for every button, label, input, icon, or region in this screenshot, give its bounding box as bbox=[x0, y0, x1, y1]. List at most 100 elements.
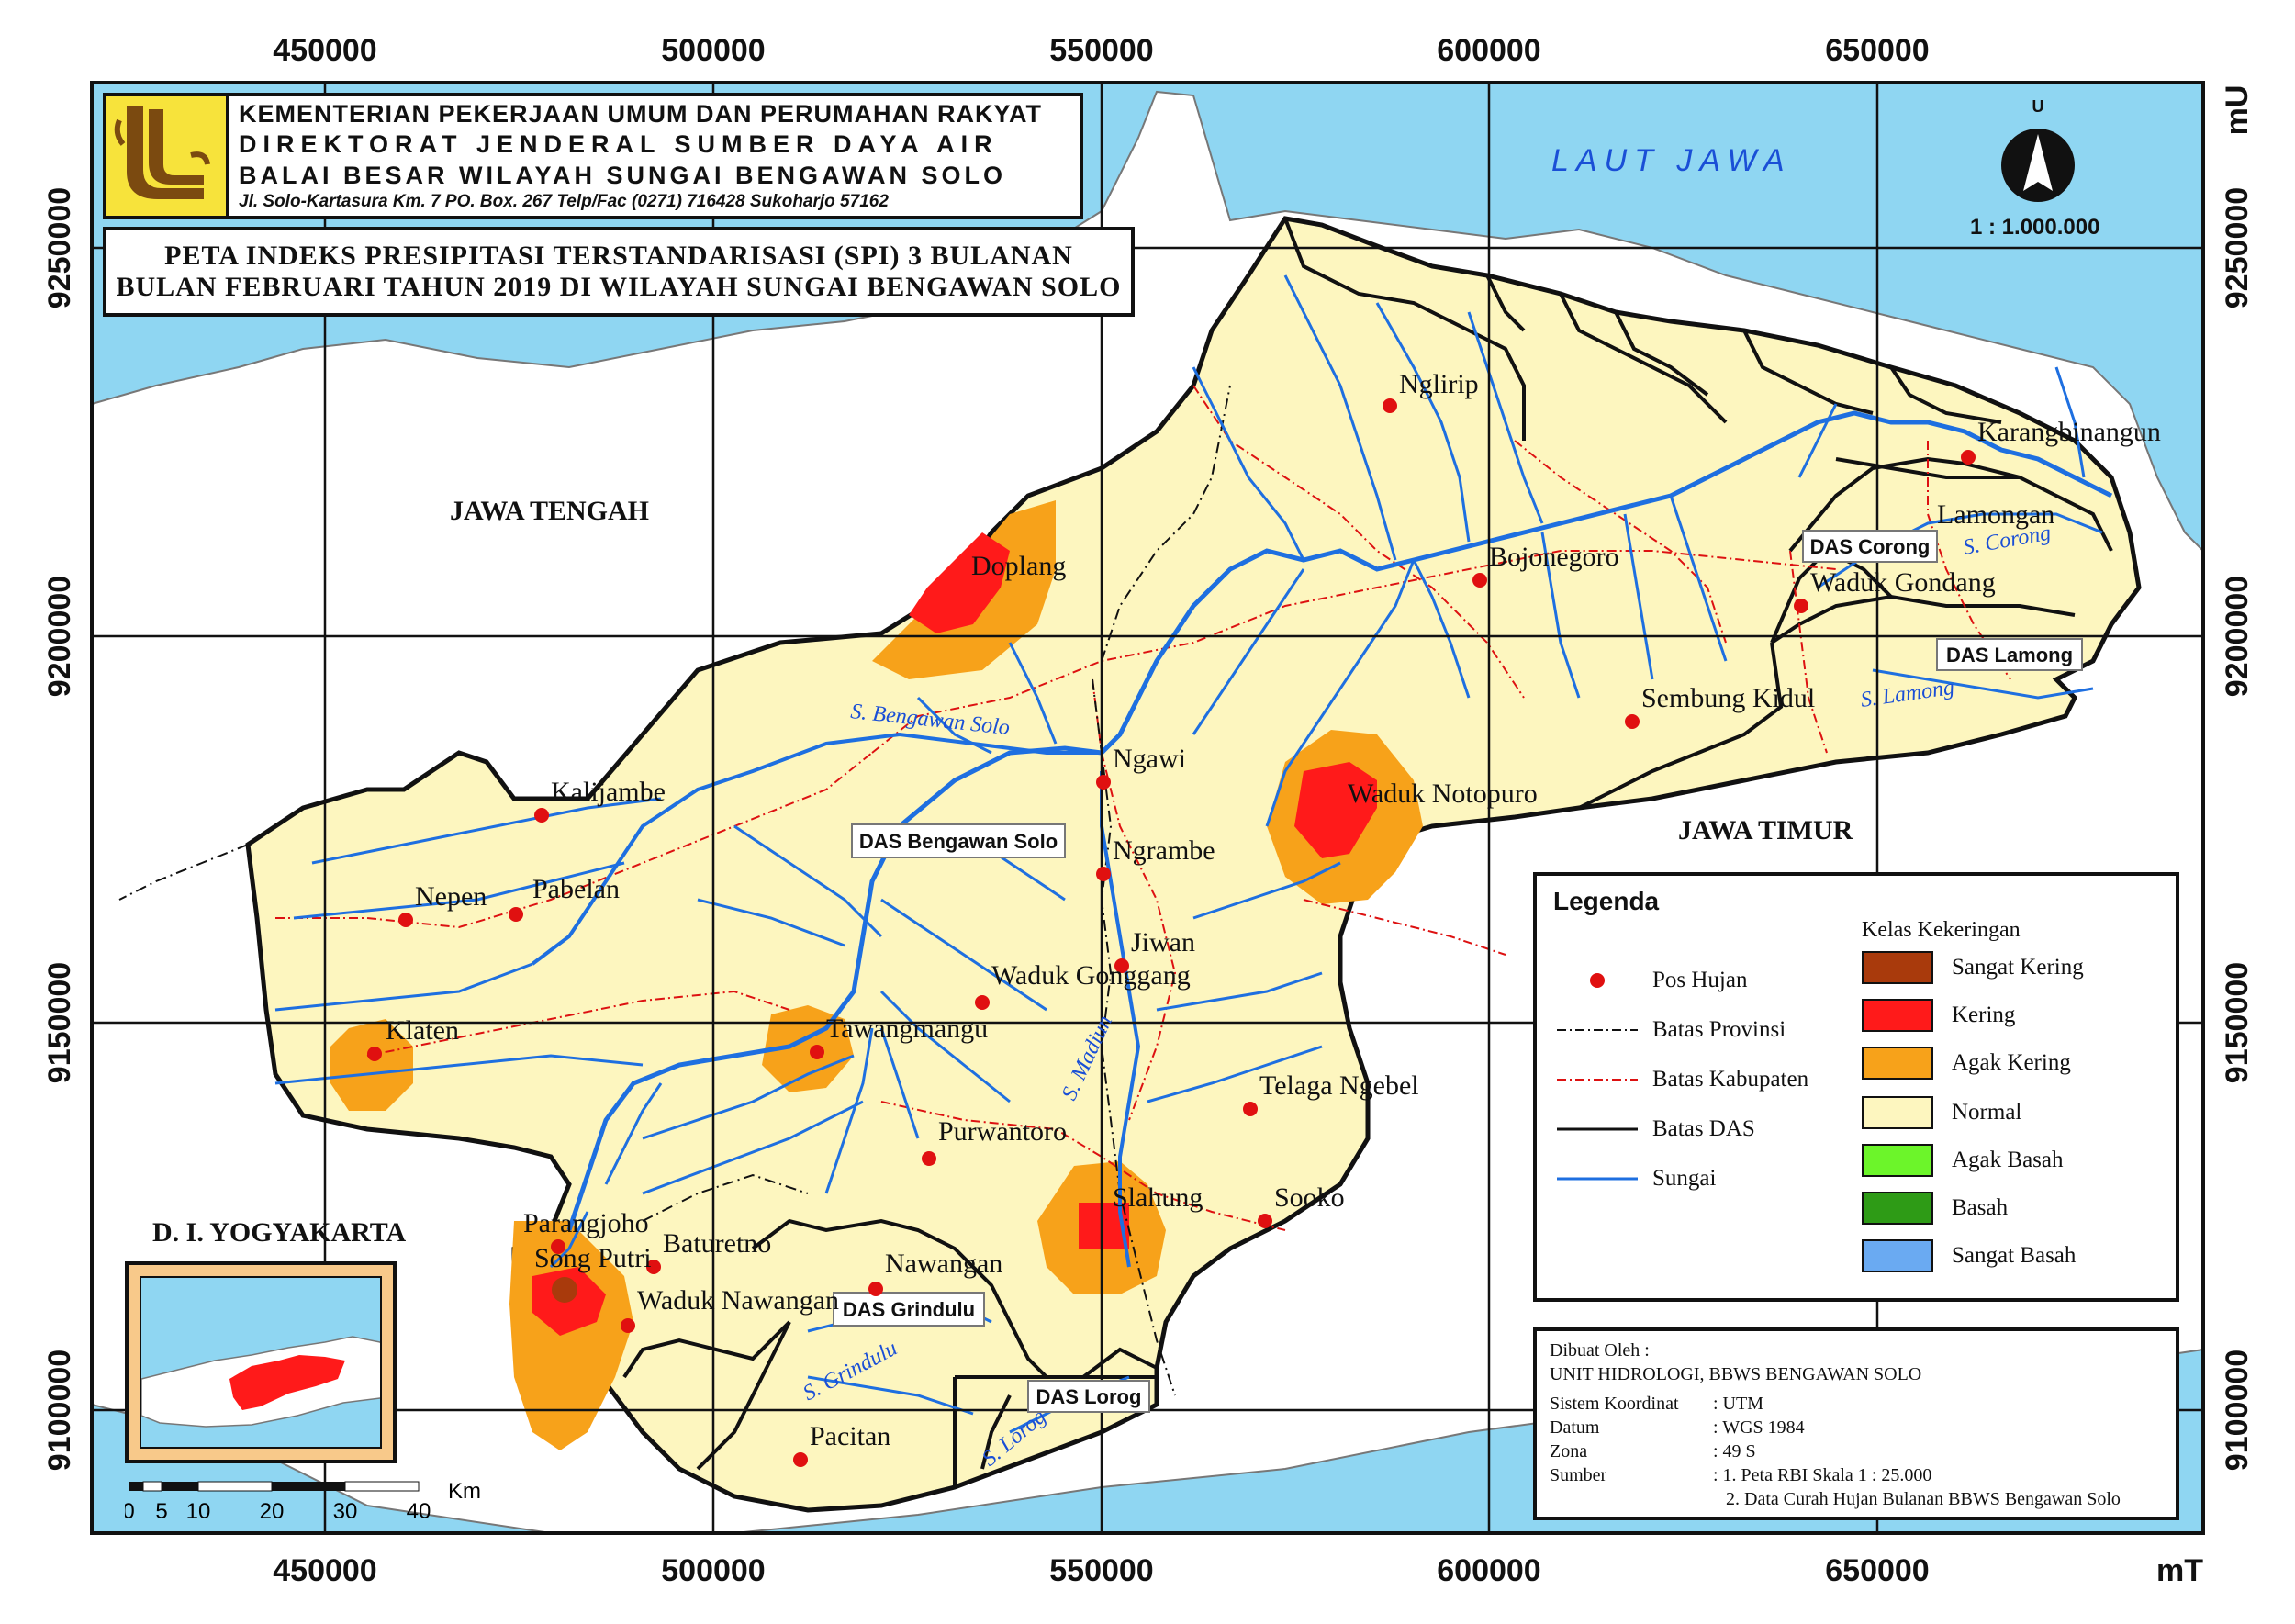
station-dot[interactable] bbox=[922, 1151, 936, 1166]
station-dot[interactable] bbox=[367, 1047, 382, 1061]
sangat-kering-area bbox=[552, 1277, 577, 1303]
station-label: Sembung Kidul bbox=[1641, 683, 1815, 713]
legend-item-rain-station: Pos Hujan bbox=[1553, 968, 1747, 993]
station-label: Doplang bbox=[971, 551, 1066, 581]
station-label: Lamongan bbox=[1937, 499, 2054, 530]
credits-row: Datum: WGS 1984 bbox=[1550, 1417, 1805, 1438]
y-label-left-3: 9150000 bbox=[42, 962, 77, 1083]
x-axis-unit: mT bbox=[2156, 1553, 2203, 1588]
scale-tick: 30 bbox=[333, 1499, 358, 1524]
rain-stations[interactable] bbox=[367, 398, 1976, 1467]
station-label: Nawangan bbox=[885, 1249, 1002, 1279]
station-label: Karangbinangun bbox=[1977, 417, 2161, 447]
map-title-line-2: BULAN FEBRUARI TAHUN 2019 DI WILAYAH SUN… bbox=[116, 272, 1122, 302]
region-diy: D. I. YOGYAKARTA bbox=[152, 1217, 407, 1248]
y-label-right-4: 9100000 bbox=[2220, 1350, 2255, 1471]
header-office: BALAI BESAR WILAYAH SUNGAI BENGAWAN SOLO bbox=[239, 161, 1007, 189]
swatch-sangat-basah bbox=[1862, 1239, 1933, 1272]
scale-unit: Km bbox=[448, 1479, 481, 1504]
grid-labels-left: 9250000 9200000 9150000 9100000 bbox=[42, 187, 77, 1471]
legend-class-kering: Kering bbox=[1862, 999, 2015, 1032]
legend-class-title: Kelas Kekeringan bbox=[1862, 918, 2021, 942]
station-label: Jiwan bbox=[1131, 927, 1195, 958]
station-label: Waduk Nawangan bbox=[637, 1285, 839, 1316]
y-label-left-1: 9250000 bbox=[42, 187, 77, 308]
map-credits: Dibuat Oleh : UNIT HIDROLOGI, BBWS BENGA… bbox=[1533, 1327, 2179, 1520]
x-label-top-1: 450000 bbox=[273, 33, 376, 68]
das-label-lamong: DAS Lamong bbox=[1936, 638, 2083, 671]
river-network bbox=[274, 274, 2113, 1434]
station-dot[interactable] bbox=[1114, 958, 1129, 973]
grid-labels-right: mU 9250000 9200000 9150000 9100000 bbox=[2220, 85, 2255, 1472]
das-label-grindulu: DAS Grindulu bbox=[833, 1292, 985, 1327]
scale-bar: 0 5 10 20 30 40 Km bbox=[122, 1478, 510, 1533]
station-dot[interactable] bbox=[551, 1239, 565, 1254]
basin-normal bbox=[245, 216, 2142, 1513]
legend-class-sangat-kering: Sangat Kering bbox=[1862, 951, 2084, 984]
legend-class-sangat-basah: Sangat Basah bbox=[1862, 1239, 2076, 1272]
map-title: PETA INDEKS PRESIPITASI TERSTANDARISASI … bbox=[103, 227, 1135, 317]
legend-item-province-boundary: Batas Provinsi bbox=[1553, 1017, 1786, 1043]
station-label: Kalijambe bbox=[551, 777, 666, 807]
kering-areas bbox=[532, 532, 1377, 1336]
station-dot[interactable] bbox=[1961, 450, 1976, 465]
scale-tick: 20 bbox=[260, 1499, 285, 1524]
station-dot[interactable] bbox=[1096, 867, 1111, 881]
region-jawa-timur: JAWA TIMUR bbox=[1678, 815, 1853, 846]
swatch-normal bbox=[1862, 1096, 1933, 1129]
x-label-bottom-3: 550000 bbox=[1049, 1553, 1153, 1588]
station-label: Klaten bbox=[386, 1015, 459, 1046]
das-label-lorog: DAS Lorog bbox=[1027, 1380, 1150, 1413]
station-label: Tawangmangu bbox=[826, 1014, 988, 1044]
station-label: Sooko bbox=[1274, 1182, 1345, 1213]
station-dot[interactable] bbox=[793, 1452, 808, 1467]
station-dot[interactable] bbox=[1794, 599, 1808, 613]
station-label: Waduk Gondang bbox=[1810, 567, 1996, 598]
station-label: Song Putri bbox=[534, 1243, 652, 1273]
swatch-sangat-kering bbox=[1862, 951, 1933, 984]
scale-tick: 10 bbox=[186, 1499, 211, 1524]
station-dot[interactable] bbox=[1472, 573, 1487, 588]
svg-text:DAS Grindulu: DAS Grindulu bbox=[843, 1298, 975, 1321]
station-dot[interactable] bbox=[1243, 1102, 1258, 1116]
x-label-top-4: 600000 bbox=[1437, 33, 1540, 68]
station-dot[interactable] bbox=[398, 913, 413, 927]
das-label-corong: DAS Corong bbox=[1802, 530, 1938, 563]
x-label-bottom-1: 450000 bbox=[273, 1553, 376, 1588]
station-dot[interactable] bbox=[810, 1045, 824, 1059]
header-ministry: KEMENTERIAN PEKERJAAN UMUM DAN PERUMAHAN… bbox=[239, 100, 1043, 128]
river-line-icon bbox=[1553, 1168, 1641, 1190]
y-label-right-3: 9150000 bbox=[2220, 962, 2255, 1083]
das-label-bengawan-solo: DAS Bengawan Solo bbox=[851, 823, 1066, 858]
x-label-bottom-4: 600000 bbox=[1437, 1553, 1540, 1588]
station-dot[interactable] bbox=[868, 1282, 883, 1296]
station-dot[interactable] bbox=[1383, 398, 1397, 413]
scale-tick: 0 bbox=[125, 1499, 135, 1524]
station-dot[interactable] bbox=[975, 995, 990, 1010]
grid-labels-top: 450000 500000 550000 600000 650000 bbox=[273, 33, 1929, 68]
north-letter: U bbox=[2032, 97, 2044, 116]
station-dot[interactable] bbox=[1096, 775, 1111, 790]
credits-row: Sumber: 1. Peta RBI Skala 1 : 25.000 bbox=[1550, 1465, 1932, 1485]
station-label: Waduk Notopuro bbox=[1348, 778, 1538, 809]
x-label-top-2: 500000 bbox=[661, 33, 765, 68]
header-address: Jl. Solo-Kartasura Km. 7 PO. Box. 267 Te… bbox=[239, 191, 889, 211]
station-dot[interactable] bbox=[646, 1260, 661, 1274]
y-label-right-1: 9250000 bbox=[2220, 187, 2255, 308]
station-dot[interactable] bbox=[621, 1318, 635, 1333]
y-label-left-4: 9100000 bbox=[42, 1350, 77, 1471]
station-label: Ngrambe bbox=[1113, 835, 1215, 866]
station-dot[interactable] bbox=[1258, 1214, 1272, 1228]
grid-labels-bottom: 450000 500000 550000 600000 650000 mT bbox=[273, 1553, 2203, 1588]
ministry-logo bbox=[106, 96, 230, 216]
scale-ratio: 1 : 1.000.000 bbox=[1970, 215, 2100, 240]
station-labels: Nglirip Karangbinangun Lamongan Doplang … bbox=[386, 369, 2161, 1451]
svg-text:DAS Bengawan Solo: DAS Bengawan Solo bbox=[859, 830, 1058, 853]
station-dot[interactable] bbox=[509, 907, 523, 922]
station-label: Purwantoro bbox=[938, 1116, 1067, 1147]
swatch-agak-kering bbox=[1862, 1047, 1933, 1080]
station-dot[interactable] bbox=[1625, 714, 1640, 729]
station-dot[interactable] bbox=[534, 808, 549, 823]
